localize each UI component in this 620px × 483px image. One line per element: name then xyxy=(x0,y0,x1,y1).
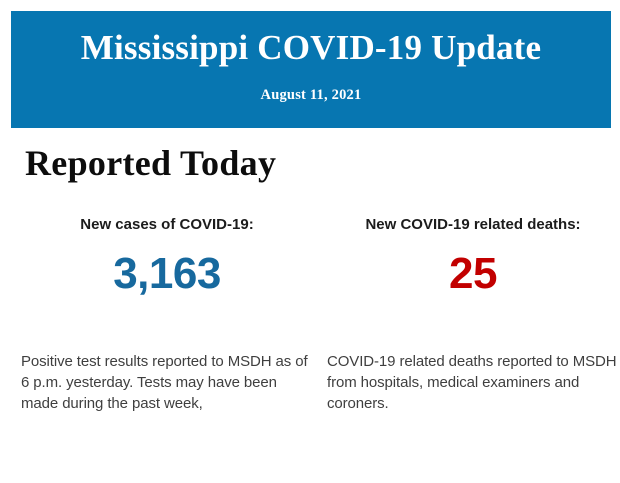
header-banner: Mississippi COVID-19 Update August 11, 2… xyxy=(11,11,611,128)
section-heading: Reported Today xyxy=(25,143,277,183)
new-cases-description: Positive test results reported to MSDH a… xyxy=(21,353,308,412)
report-content: Reported Today New cases of COVID-19: 3,… xyxy=(0,128,620,414)
page-title: Mississippi COVID-19 Update xyxy=(80,28,542,67)
descriptions-row: Positive test results reported to MSDH a… xyxy=(0,351,620,414)
new-deaths-label: New COVID-19 related deaths: xyxy=(365,216,581,233)
new-cases-label: New cases of COVID-19: xyxy=(80,216,254,233)
report-date: August 11, 2021 xyxy=(260,87,362,103)
stat-new-deaths: New COVID-19 related deaths: 25 xyxy=(327,215,619,297)
stats-row: New cases of COVID-19: 3,163 New COVID-1… xyxy=(0,215,620,297)
stat-new-cases: New cases of COVID-19: 3,163 xyxy=(21,215,313,297)
new-deaths-description: COVID-19 related deaths reported to MSDH… xyxy=(327,353,617,412)
new-deaths-value: 25 xyxy=(449,249,497,298)
new-cases-value: 3,163 xyxy=(113,249,221,298)
